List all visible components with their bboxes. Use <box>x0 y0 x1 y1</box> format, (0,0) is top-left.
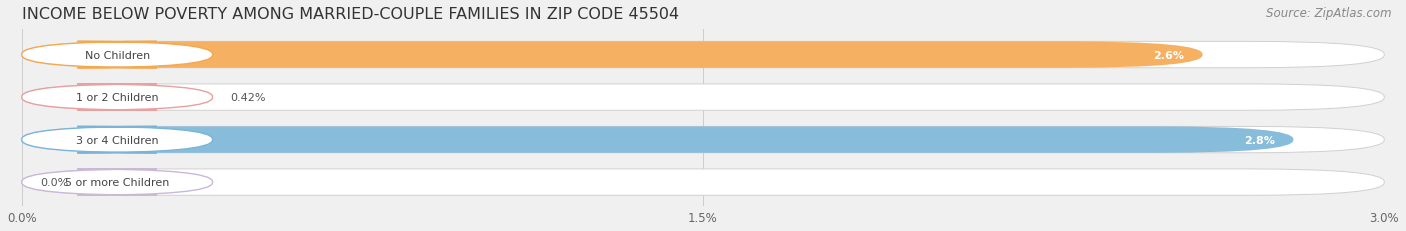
Text: 2.8%: 2.8% <box>1244 135 1275 145</box>
Text: INCOME BELOW POVERTY AMONG MARRIED-COUPLE FAMILIES IN ZIP CODE 45504: INCOME BELOW POVERTY AMONG MARRIED-COUPL… <box>21 7 679 22</box>
FancyBboxPatch shape <box>21 85 1385 111</box>
Text: Source: ZipAtlas.com: Source: ZipAtlas.com <box>1267 7 1392 20</box>
FancyBboxPatch shape <box>21 169 212 195</box>
Text: 5 or more Children: 5 or more Children <box>65 177 169 187</box>
FancyBboxPatch shape <box>21 127 1385 153</box>
FancyBboxPatch shape <box>21 42 1385 68</box>
FancyBboxPatch shape <box>21 85 212 111</box>
Text: 0.0%: 0.0% <box>39 177 67 187</box>
FancyBboxPatch shape <box>21 169 1385 195</box>
Text: 1 or 2 Children: 1 or 2 Children <box>76 93 159 103</box>
FancyBboxPatch shape <box>21 127 1294 153</box>
FancyBboxPatch shape <box>21 42 1202 68</box>
FancyBboxPatch shape <box>21 85 212 111</box>
Text: 3 or 4 Children: 3 or 4 Children <box>76 135 159 145</box>
Text: No Children: No Children <box>84 50 150 60</box>
FancyBboxPatch shape <box>21 42 212 68</box>
Text: 0.42%: 0.42% <box>231 93 266 103</box>
FancyBboxPatch shape <box>21 127 212 153</box>
Text: 2.6%: 2.6% <box>1153 50 1184 60</box>
